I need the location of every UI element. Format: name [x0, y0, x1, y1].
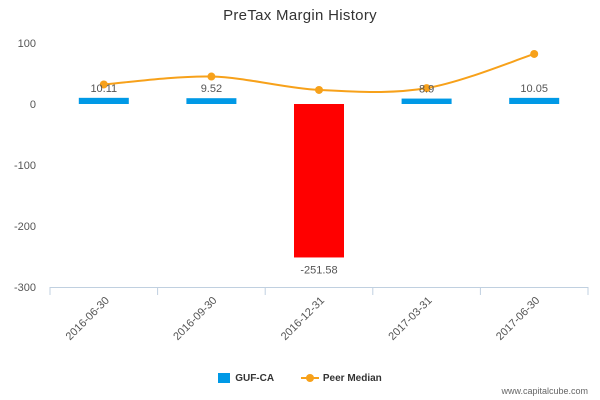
x-tick-label: 2017-06-30 [494, 295, 542, 343]
data-label: 10.05 [520, 83, 548, 95]
data-label: -251.58 [300, 264, 337, 276]
legend-item-line[interactable]: Peer Median [300, 373, 382, 384]
x-tick-label: 2016-12-31 [279, 295, 327, 343]
bar [401, 98, 452, 104]
legend-swatch-line [300, 373, 319, 383]
y-tick-label: -300 [14, 282, 36, 294]
y-tick-label: 100 [18, 38, 36, 50]
data-label: 10.11 [90, 83, 117, 95]
y-tick-label: -100 [14, 160, 36, 172]
chart-title: PreTax Margin History [223, 7, 377, 24]
x-tick-label: 2017-03-31 [386, 295, 434, 343]
line-point [315, 85, 323, 94]
bar [186, 98, 237, 104]
line-point [99, 80, 108, 89]
y-axis: 100 0 -100 -200 -300 [14, 38, 36, 294]
legend-label-line: Peer Median [322, 373, 382, 384]
line-series [99, 49, 539, 94]
bar [509, 97, 560, 104]
x-axis: 2016-06-30 2016-09-30 2016-12-31 2017-03-31… [49, 287, 589, 343]
y-tick-label: 0 [30, 99, 36, 111]
y-tick-label: -200 [14, 221, 36, 233]
watermark: www.capitalcube.com [501, 386, 588, 396]
legend-label-bar: GUF-CA [235, 373, 275, 384]
x-tick-label: 2016-09-30 [171, 295, 219, 343]
data-labels: 10.11 9.52 -251.58 8.9 10.05 [90, 83, 548, 277]
data-label: 9.52 [201, 83, 222, 95]
legend-swatch-bar [218, 373, 231, 384]
line-point [530, 49, 539, 58]
legend: GUF-CA Peer Median [0, 373, 600, 384]
data-label: 8.9 [419, 84, 434, 96]
line-point [422, 84, 431, 93]
bar [294, 104, 344, 258]
bar [78, 97, 129, 104]
x-tick-label: 2016-06-30 [64, 295, 112, 343]
line-point [207, 72, 216, 81]
bar-series [78, 97, 560, 258]
legend-item-bar[interactable]: GUF-CA [218, 373, 274, 384]
